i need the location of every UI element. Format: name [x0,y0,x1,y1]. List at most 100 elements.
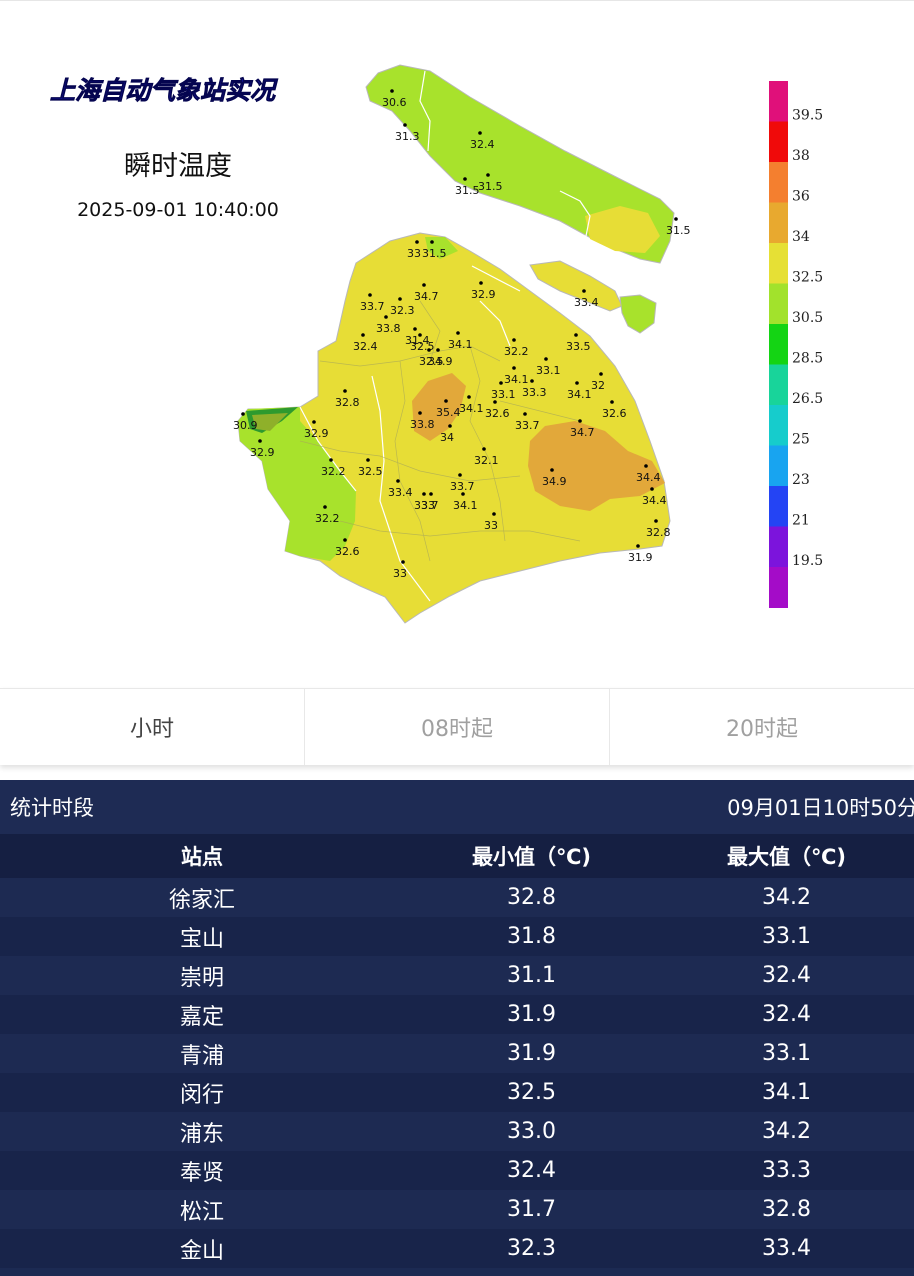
west-green-zone [238,407,356,561]
min-value: 32.4 [507,1158,556,1183]
min-value: 31.7 [507,1197,556,1222]
station-marker: 31.9 [628,544,653,564]
station-marker: 30.6 [382,89,407,109]
station-dot [523,412,527,416]
map-brand-title: 上海自动气象站实况 [50,76,278,105]
station-value: 32.9 [471,288,496,301]
column-header-min: 最小值（℃) [471,845,592,869]
station-dot [512,366,516,370]
station-dot [499,381,503,385]
station-name: 嘉定 [179,1004,224,1030]
station-value: 33.7 [450,480,475,493]
station-value: 32.6 [602,407,627,420]
station-markers: 30.631.332.431.531.531.533 31.533.433.734… [233,89,691,580]
table-row: 金山 32.3 33.4 [0,1229,914,1268]
station-dot [478,131,482,135]
legend-swatch [769,445,788,487]
legend-swatch [769,202,788,244]
legend-label: 32.5 [792,270,823,286]
legend-swatch [769,162,788,203]
station-marker: 34.1 [448,331,473,351]
station-dot [512,338,516,342]
tab-since-20[interactable]: 20时起 [726,717,798,742]
station-dot [582,289,586,293]
station-marker: 32.4 [353,333,378,353]
station-value: 31.5 [422,247,447,260]
station-value: 33.3 [522,386,547,399]
station-marker: 31.4 [405,327,430,347]
station-marker: 31.5 [478,173,503,193]
station-value: 34.1 [448,338,473,351]
station-value: 32.4 [470,138,495,151]
station-marker: 33.1 [536,357,561,377]
station-marker: 32.6 [485,400,510,420]
station-dot [654,519,658,523]
stats-table: 统计时段 09月01日10时50分 站点 最小值（℃) 最大值（℃) 徐家汇 32… [0,780,914,1276]
station-value: 33 [484,519,498,532]
station-value: 32.2 [321,465,346,478]
station-dot [415,240,419,244]
station-value: 33 [393,567,407,580]
min-value: 32.5 [507,1080,556,1105]
station-dot [422,283,426,287]
station-dot [461,492,465,496]
station-name: 崇明 [179,965,224,991]
hot-zone-center [412,373,466,441]
station-value: 32.2 [315,512,340,525]
station-value: 33 [421,499,435,512]
station-marker: 34.1 [567,381,592,401]
station-marker: 34.9 [542,468,567,488]
station-marker: 34.4 [642,487,667,507]
station-value: 31.5 [455,184,480,197]
max-value: 32.8 [762,1197,811,1222]
station-dot [493,400,497,404]
station-marker: 33.4 [388,479,413,499]
station-dot [674,217,678,221]
station-marker: 33 [484,512,498,532]
contour-lines [299,70,601,602]
station-value: 33.7 [515,419,540,432]
station-value: 32.6 [335,545,360,558]
olive-patch [252,413,288,431]
station-marker: 32.9 [471,281,496,301]
legend-swatch [769,567,788,608]
station-value: 31.4 [405,334,430,347]
station-value: 32.5 [419,355,444,368]
station-value: 30.6 [382,96,407,109]
tab-hour[interactable]: 小时 [0,689,305,765]
max-value: 33.1 [762,1041,811,1066]
station-marker: 32.8 [646,519,671,539]
station-marker: 33.3 [522,379,547,399]
map-title: 瞬时温度 [124,151,232,182]
station-dot [486,173,490,177]
station-dot [390,89,394,93]
table-row: 松江 31.7 32.8 [0,1190,914,1229]
station-value: 33.5 [566,340,591,353]
station-value: 30.9 [233,419,258,432]
legend-swatch [769,283,788,325]
min-value: 31.1 [507,963,556,988]
station-marker: 33.7 [450,473,475,493]
station-value: 34.1 [459,402,484,415]
station-dot [401,560,405,564]
station-marker: 33.7 [515,412,540,432]
station-value: 33.4 [574,296,599,309]
station-dot [436,348,440,352]
station-dot [448,424,452,428]
table-row: 闵行 32.5 34.1 [0,1073,914,1112]
station-value: 34.7 [414,290,439,303]
station-value: 33.7 [360,300,385,313]
station-value: 34.9 [542,475,567,488]
station-value: 34.1 [567,388,592,401]
station-name: 青浦 [179,1043,224,1069]
tab-since-08[interactable]: 08时起 [305,689,610,765]
station-marker: 30.9 [233,412,258,432]
station-marker: 34.1 [504,366,529,386]
stats-period-row: 统计时段 09月01日10时50分 [0,780,914,834]
table-row: 浦东 33.0 34.2 [0,1112,914,1151]
legend-label: 26.5 [792,391,823,407]
column-header-station: 站点 [181,845,223,869]
min-value: 33.0 [507,1119,556,1144]
hengsha-island-shape [619,294,657,334]
table-row: 崇明 31.1 32.4 [0,956,914,995]
